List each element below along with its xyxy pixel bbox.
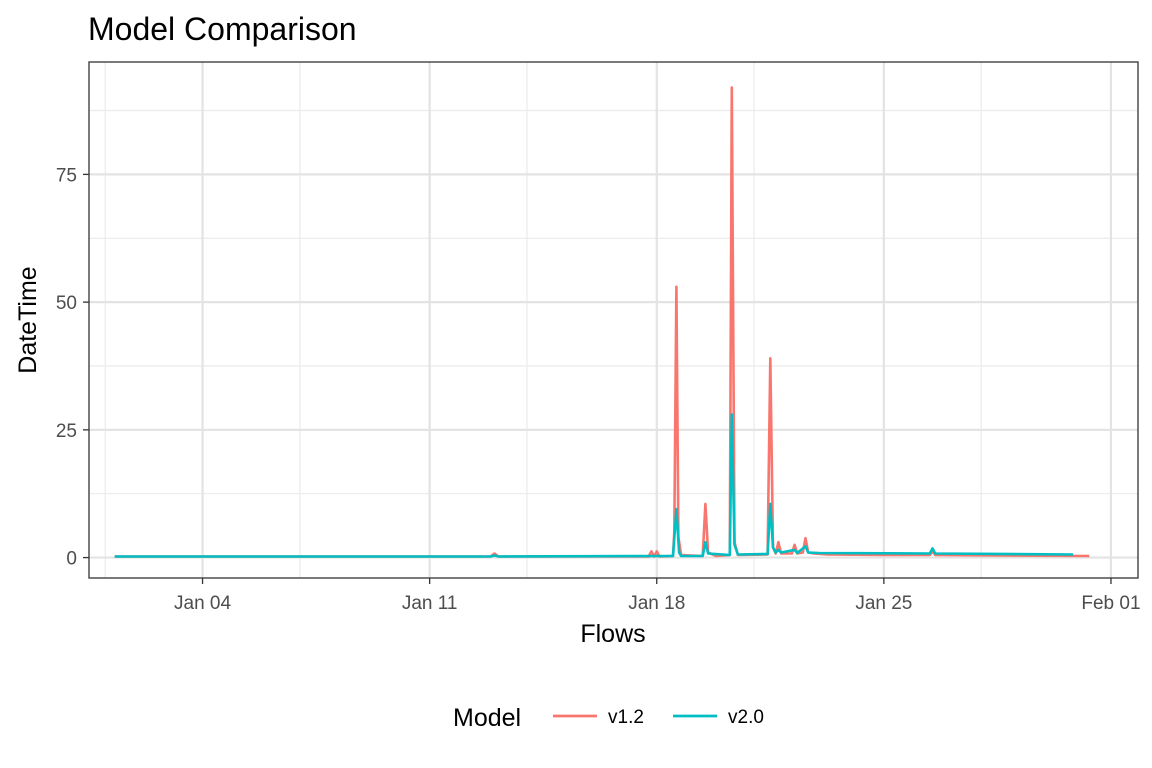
chart-title: Model Comparison — [88, 11, 357, 47]
x-tick-label-4: Feb 01 — [1081, 593, 1140, 614]
x-axis-title: Flows — [580, 620, 645, 648]
legend: Model v1.2 v2.0 — [453, 704, 764, 732]
legend-label-v1.2: v1.2 — [608, 707, 644, 728]
minor-gridlines — [89, 62, 1138, 578]
plot-border — [88, 61, 1139, 579]
y-tick-label-3: 75 — [56, 165, 77, 186]
y-axis: 0 25 50 75 — [56, 165, 89, 570]
y-tick-label-2: 50 — [56, 293, 77, 314]
x-axis: Jan 04 Jan 11 Jan 18 Jan 25 Feb 01 — [174, 578, 1141, 614]
y-tick-label-1: 25 — [56, 421, 77, 442]
x-tick-label-2: Jan 18 — [628, 593, 685, 614]
series-lines — [114, 86, 1090, 558]
x-tick-label-1: Jan 11 — [402, 593, 458, 614]
legend-title: Model — [453, 704, 521, 732]
y-axis-title: DateTime — [14, 266, 42, 373]
legend-label-v2.0: v2.0 — [728, 707, 764, 728]
y-tick-label-0: 0 — [66, 549, 77, 570]
series-line-v2.0 — [114, 413, 1074, 558]
x-tick-label-3: Jan 25 — [855, 593, 912, 614]
x-tick-label-0: Jan 04 — [174, 593, 231, 614]
plot-panel — [89, 62, 1138, 578]
